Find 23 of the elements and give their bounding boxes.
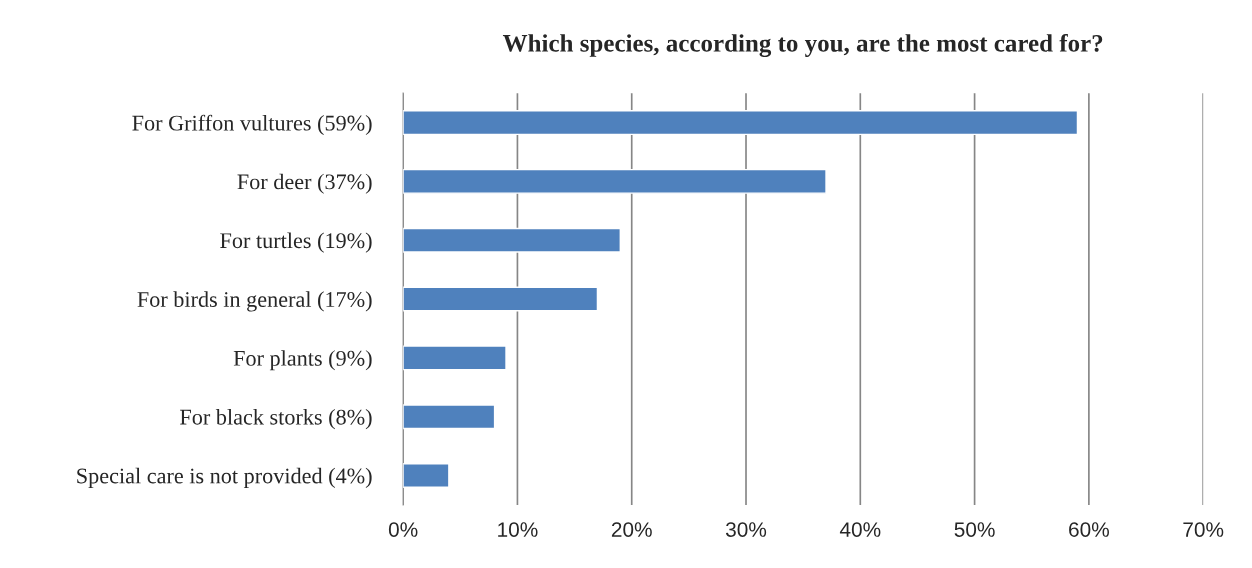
y-tick-label: Special care is not provided (4%) <box>77 467 372 488</box>
bar <box>403 345 507 371</box>
x-tick-label: 70% <box>1183 522 1224 537</box>
y-tick-label: For turtles (19%) <box>220 232 372 253</box>
x-tick-label: 60% <box>1069 522 1109 537</box>
bar <box>403 110 1079 136</box>
y-tick-label: For birds in general (17%) <box>137 291 372 312</box>
bar <box>403 286 599 312</box>
y-tick-label: For deer (37%) <box>237 173 372 194</box>
x-tick-label: 50% <box>954 522 995 537</box>
bar <box>403 168 827 194</box>
x-tick-label: 10% <box>498 522 538 537</box>
x-tick-label: 20% <box>611 522 652 537</box>
y-tick-label: For plants (9%) <box>233 350 372 371</box>
chart-title: Which species, according to you, are the most cared for? <box>502 33 1103 57</box>
bar <box>403 227 621 253</box>
y-tick-label: For Griffon vultures (59%) <box>132 114 372 136</box>
x-tick-label: 30% <box>725 522 767 537</box>
y-tick-label: For black storks (8%) <box>180 409 372 430</box>
x-tick-label: 0% <box>388 522 418 537</box>
x-tick-label: 40% <box>839 522 881 537</box>
bar <box>403 404 496 430</box>
bar <box>403 463 450 488</box>
